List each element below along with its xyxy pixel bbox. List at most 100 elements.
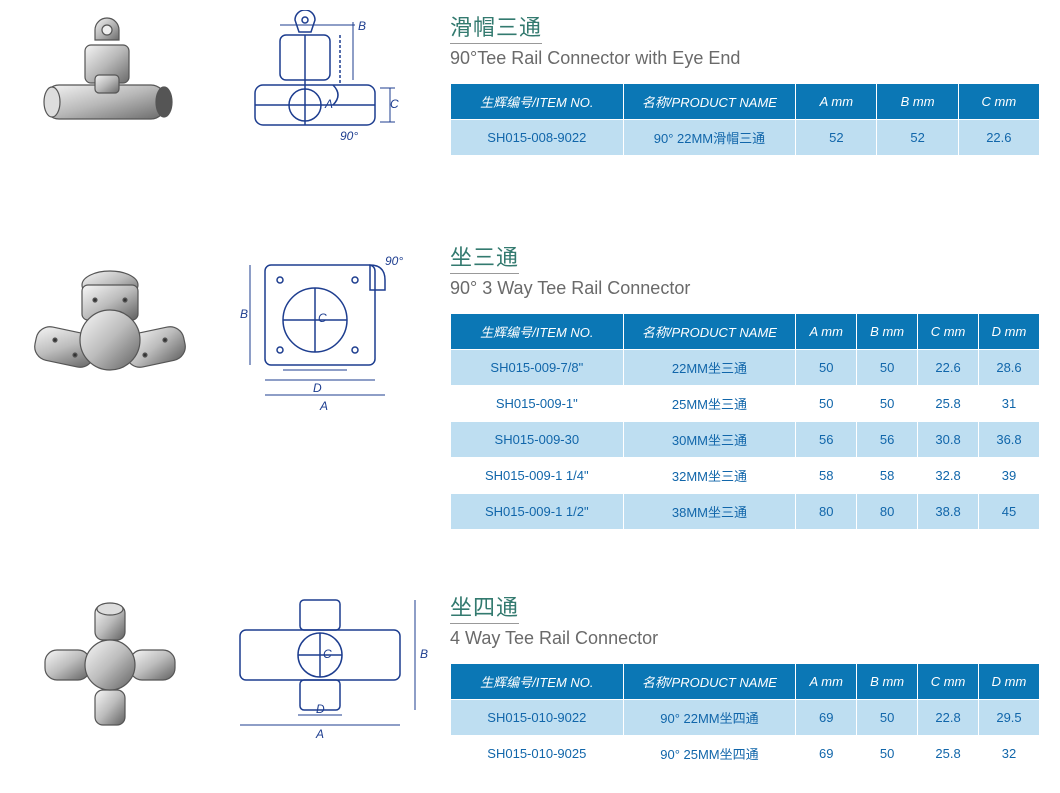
table-header: A mm	[796, 314, 857, 350]
table-header: B mm	[857, 664, 918, 700]
table-header: 生辉编号/ITEM NO.	[451, 664, 624, 700]
table-cell: 25.8	[918, 736, 979, 772]
table-cell: 90° 25MM坐四通	[623, 736, 796, 772]
table-cell: 52	[877, 120, 958, 156]
table-cell: SH015-008-9022	[451, 120, 624, 156]
title-en: 4 Way Tee Rail Connector	[450, 628, 1040, 649]
table-cell: 30.8	[918, 422, 979, 458]
table-header: A mm	[796, 84, 877, 120]
table-header: 名称/PRODUCT NAME	[623, 314, 796, 350]
table-row: SH015-010-902290° 22MM坐四通695022.829.5	[451, 700, 1040, 736]
table-cell: SH015-009-1 1/2"	[451, 494, 624, 530]
table-header: D mm	[979, 664, 1040, 700]
table-cell: 30MM坐三通	[623, 422, 796, 458]
table-cell: 90° 22MM坐四通	[623, 700, 796, 736]
table-header: A mm	[796, 664, 857, 700]
table-row: SH015-009-1"25MM坐三通505025.831	[451, 386, 1040, 422]
table-cell: 39	[979, 458, 1040, 494]
table-cell: SH015-009-1 1/4"	[451, 458, 624, 494]
table-cell: 32MM坐三通	[623, 458, 796, 494]
table-header: C mm	[958, 84, 1039, 120]
table-cell: 28.6	[979, 350, 1040, 386]
table-cell: 29.5	[979, 700, 1040, 736]
table-cell: 32	[979, 736, 1040, 772]
left-column: A B C 90°	[20, 10, 450, 180]
table-cell: 38.8	[918, 494, 979, 530]
dim-label: B	[240, 307, 248, 321]
dim-label: B	[420, 647, 428, 661]
table-header: D mm	[979, 314, 1040, 350]
product-diagram: A B C D	[220, 590, 430, 740]
table-cell: 58	[796, 458, 857, 494]
table-cell: 90° 22MM滑帽三通	[623, 120, 796, 156]
table-cell: 25.8	[918, 386, 979, 422]
table-cell: 38MM坐三通	[623, 494, 796, 530]
product-photo	[20, 595, 200, 735]
spec-table-3: 生辉编号/ITEM NO.名称/PRODUCT NAMEA mmB mmC mm…	[450, 663, 1040, 772]
table-cell: SH015-009-7/8"	[451, 350, 624, 386]
title-en: 90°Tee Rail Connector with Eye End	[450, 48, 1040, 69]
dim-label: C	[390, 97, 399, 111]
table-cell: 69	[796, 736, 857, 772]
table-cell: 36.8	[979, 422, 1040, 458]
dim-label: 90°	[385, 254, 403, 268]
left-column: A B C D	[20, 590, 450, 740]
product-photo	[20, 15, 200, 175]
table-cell: 32.8	[918, 458, 979, 494]
dim-label: A	[324, 97, 333, 111]
table-cell: 22.8	[918, 700, 979, 736]
dim-label: D	[316, 702, 325, 716]
table-header: 名称/PRODUCT NAME	[623, 84, 796, 120]
table-row: SH015-009-7/8"22MM坐三通505022.628.6	[451, 350, 1040, 386]
table-cell: 31	[979, 386, 1040, 422]
table-cell: 50	[857, 350, 918, 386]
table-row: SH015-009-1 1/2"38MM坐三通808038.845	[451, 494, 1040, 530]
table-cell: 80	[796, 494, 857, 530]
table-cell: 25MM坐三通	[623, 386, 796, 422]
table-cell: 56	[857, 422, 918, 458]
dim-label: B	[358, 19, 366, 33]
product-block-2: A B C D 90° 坐三通 90° 3 Way Tee Rail Conne…	[20, 240, 1040, 530]
table-cell: SH015-010-9022	[451, 700, 624, 736]
product-diagram: A B C 90°	[220, 10, 430, 180]
product-diagram: A B C D 90°	[220, 240, 430, 420]
table-cell: 22.6	[918, 350, 979, 386]
right-column: 坐四通 4 Way Tee Rail Connector 生辉编号/ITEM N…	[450, 590, 1040, 772]
dim-label: C	[318, 311, 327, 325]
table-row: SH015-009-1 1/4"32MM坐三通585832.839	[451, 458, 1040, 494]
dim-label: C	[323, 647, 332, 661]
title-cn: 滑帽三通	[450, 10, 542, 44]
table-cell: 69	[796, 700, 857, 736]
product-block-1: A B C 90° 滑帽三通 90°Tee Rail Connector wit…	[20, 10, 1040, 180]
product-block-3: A B C D 坐四通 4 Way Tee Rail Connector 生辉编…	[20, 590, 1040, 772]
right-column: 滑帽三通 90°Tee Rail Connector with Eye End …	[450, 10, 1040, 156]
table-row: SH015-008-902290° 22MM滑帽三通525222.6	[451, 120, 1040, 156]
table-cell: 56	[796, 422, 857, 458]
table-header: C mm	[918, 314, 979, 350]
table-cell: 22.6	[958, 120, 1039, 156]
table-header: 生辉编号/ITEM NO.	[451, 314, 624, 350]
table-cell: 50	[796, 350, 857, 386]
table-header: B mm	[857, 314, 918, 350]
table-header: 名称/PRODUCT NAME	[623, 664, 796, 700]
table-cell: 50	[796, 386, 857, 422]
table-row: SH015-009-3030MM坐三通565630.836.8	[451, 422, 1040, 458]
table-row: SH015-010-902590° 25MM坐四通695025.832	[451, 736, 1040, 772]
spec-table-2: 生辉编号/ITEM NO.名称/PRODUCT NAMEA mmB mmC mm…	[450, 313, 1040, 530]
table-cell: 80	[857, 494, 918, 530]
dim-label: D	[313, 381, 322, 395]
table-cell: 52	[796, 120, 877, 156]
table-cell: SH015-009-1"	[451, 386, 624, 422]
right-column: 坐三通 90° 3 Way Tee Rail Connector 生辉编号/IT…	[450, 240, 1040, 530]
table-cell: 50	[857, 736, 918, 772]
table-cell: 58	[857, 458, 918, 494]
table-cell: 50	[857, 700, 918, 736]
table-header: B mm	[877, 84, 958, 120]
table-cell: SH015-010-9025	[451, 736, 624, 772]
dim-label: A	[319, 399, 328, 413]
spec-table-1: 生辉编号/ITEM NO.名称/PRODUCT NAMEA mmB mmC mm…	[450, 83, 1040, 156]
title-en: 90° 3 Way Tee Rail Connector	[450, 278, 1040, 299]
table-cell: 22MM坐三通	[623, 350, 796, 386]
table-cell: 50	[857, 386, 918, 422]
table-cell: 45	[979, 494, 1040, 530]
